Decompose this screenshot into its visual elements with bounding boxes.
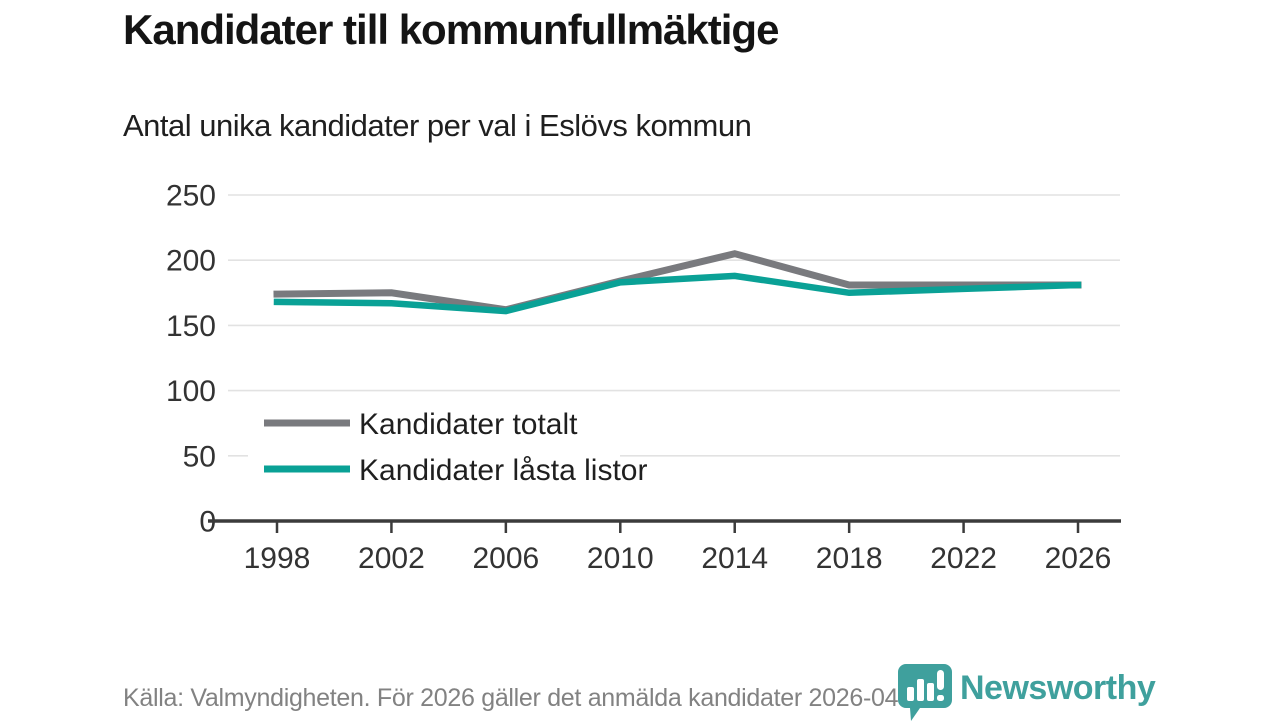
y-axis-labels: 0 50 100 150 200 250 [166, 180, 216, 539]
chart-subtitle: Antal unika kandidater per val i Eslövs … [123, 108, 752, 143]
x-tick-label: 2018 [816, 542, 883, 575]
y-tick-label: 200 [166, 245, 216, 278]
newsworthy-wordmark: Newsworthy [960, 669, 1156, 707]
series-line-1 [273, 250, 1082, 314]
y-tick-label: 0 [199, 506, 216, 539]
x-tick-label: 2014 [701, 542, 768, 575]
chart-title: Kandidater till kommunfullmäktige [123, 6, 779, 53]
x-axis: 1998 2002 2006 2010 2014 2018 2022 2026 [208, 519, 1121, 575]
newsworthy-logo: Newsworthy [896, 662, 1156, 722]
source-note: Källa: Valmyndigheten. För 2026 gäller d… [123, 684, 941, 712]
y-tick-label: 250 [166, 180, 216, 213]
newsworthy-icon [898, 664, 952, 721]
legend-label-1: Kandidater totalt [359, 408, 578, 441]
x-tick-label: 2022 [930, 542, 997, 575]
legend-label-2: Kandidater låsta listor [359, 454, 648, 487]
y-tick-label: 150 [166, 310, 216, 343]
series-line-2 [273, 272, 1082, 315]
y-tick-label: 50 [183, 440, 216, 473]
legend-background [248, 400, 620, 496]
legend: Kandidater totalt Kandidater låsta listor [248, 400, 648, 496]
x-tick-label: 2006 [472, 542, 539, 575]
y-tick-label: 100 [166, 375, 216, 408]
x-tick-label: 2026 [1045, 542, 1112, 575]
x-tick-label: 2010 [587, 542, 654, 575]
series-lines [273, 250, 1082, 315]
x-tick-label: 2002 [358, 542, 425, 575]
x-tick-label: 1998 [244, 542, 311, 575]
